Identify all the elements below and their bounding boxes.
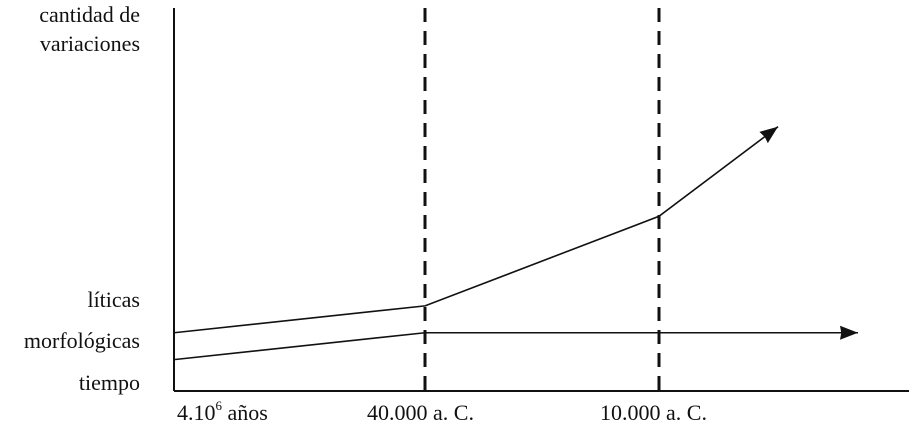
series-line-liticas (173, 126, 779, 334)
arrowhead-liticas (759, 126, 778, 144)
x-tick-label: 4.106 años (177, 397, 268, 426)
y-axis-title: cantidad de variaciones (39, 2, 140, 56)
x-tick-exponent: 6 (215, 397, 223, 413)
series-label-morfologicas: morfológicas (23, 328, 140, 353)
arrowhead-morfologicas (840, 325, 858, 340)
x-tick-label: 10.000 a. C. (600, 400, 707, 425)
x-tick-label: 40.000 a. C. (367, 400, 474, 425)
y-axis-bottom-label: tiempo (78, 370, 140, 395)
series-label-liticas: líticas (87, 287, 140, 312)
x-tick-rest: años (222, 400, 268, 425)
series-line-morfologicas (173, 331, 858, 361)
x-tick-base: 4.10 (177, 400, 216, 425)
